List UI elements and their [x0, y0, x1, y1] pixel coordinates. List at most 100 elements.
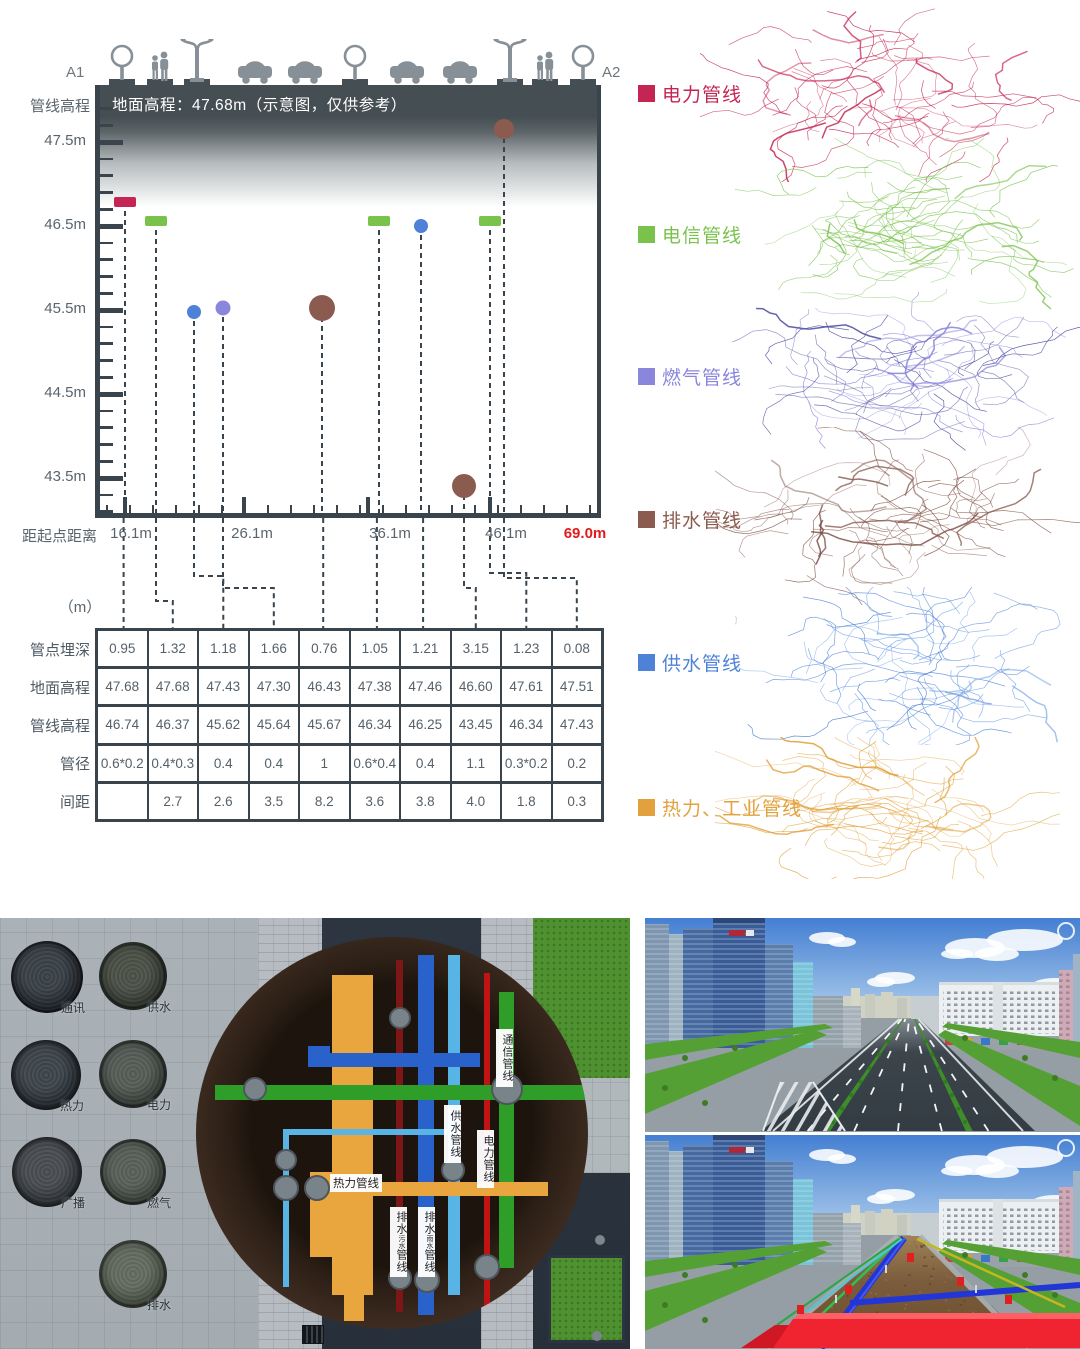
x-tick-label: 36.1m	[369, 525, 411, 542]
lamp-icon	[493, 36, 527, 85]
table-cell: 47.46	[401, 669, 450, 705]
cutaway-pipe	[308, 1053, 480, 1067]
pipe-label-sewage: 排水污水管线	[390, 1207, 407, 1277]
plot-right-border	[597, 85, 601, 518]
map-strand	[886, 690, 966, 731]
x-major-tick	[488, 497, 492, 515]
map-strand	[793, 798, 875, 811]
shop-sign	[999, 1038, 1008, 1045]
table-cell: 1	[300, 745, 349, 781]
table-cell: 1.21	[401, 631, 450, 667]
compass-icon	[1057, 922, 1075, 940]
pipe-node	[389, 1007, 411, 1029]
map-strand	[792, 91, 855, 168]
building-sign	[729, 930, 745, 936]
map-strand	[793, 778, 879, 842]
map-strand	[966, 413, 1031, 476]
shop-sign	[999, 1255, 1008, 1262]
cloud	[975, 1164, 1019, 1178]
map-strand	[807, 105, 844, 141]
map-strand	[697, 98, 779, 118]
map-strand	[807, 401, 923, 420]
map-strand	[842, 841, 941, 859]
map-strand	[772, 68, 824, 133]
map-strand	[839, 196, 889, 203]
map-strand	[963, 242, 1027, 304]
table-cell: 43.45	[451, 707, 500, 743]
map-strand	[971, 627, 1018, 662]
map-strand	[866, 677, 937, 734]
map-strand	[934, 728, 980, 804]
map-strand	[844, 616, 903, 667]
chart-point-drain	[309, 295, 335, 321]
map-strand	[1011, 685, 1059, 743]
table-cell: 1.32	[148, 631, 197, 667]
map-strand	[957, 820, 999, 867]
map-strand	[814, 334, 876, 372]
manhole-label: 电力	[147, 1098, 172, 1112]
map-strand	[815, 307, 914, 366]
table-cell: 3.15	[451, 631, 500, 667]
manhole-cover-6	[99, 1240, 167, 1308]
map-strand	[846, 80, 893, 141]
x-minor-tick	[359, 505, 361, 515]
table-cell: 46.34	[350, 707, 399, 743]
cutaway-pipe	[283, 1129, 455, 1135]
map-strand	[813, 626, 884, 670]
map-strand	[898, 524, 950, 564]
legend-label-power: 电力管线	[662, 84, 743, 106]
map-strand	[697, 458, 794, 521]
map-strand	[838, 476, 889, 487]
cloud	[867, 1194, 895, 1204]
map-strand	[812, 805, 923, 835]
map-strand	[778, 847, 837, 884]
table-cell: 3.6	[350, 783, 399, 819]
map-strand	[866, 112, 930, 147]
x-minor-tick	[290, 505, 292, 515]
map-strand	[848, 225, 948, 265]
map-strand	[828, 390, 963, 433]
map-strand	[952, 219, 989, 244]
car-icon	[288, 61, 322, 84]
map-strand	[974, 324, 1029, 406]
manhole-cover-3	[99, 1040, 167, 1108]
map-strand	[844, 381, 875, 411]
map-strand	[953, 476, 994, 508]
x-minor-tick	[267, 505, 269, 515]
map-strand	[670, 154, 817, 196]
map-strand	[828, 778, 860, 824]
map-strand	[993, 592, 1061, 659]
map-strand	[796, 66, 868, 123]
map-strand	[967, 42, 998, 128]
chart-point-water	[187, 305, 201, 319]
x-minor-tick	[566, 505, 568, 515]
legend-label-heat: 热力、工业管线	[662, 798, 803, 820]
map-strand	[807, 648, 842, 704]
legend-item-heat: 热力、工业管线	[638, 794, 898, 820]
manhole-cover-0	[11, 941, 83, 1013]
map-strand	[972, 203, 1067, 266]
map-strand	[775, 386, 968, 415]
legend-label-drain: 排水管线	[662, 510, 743, 532]
manhole-label: 供水	[147, 1000, 172, 1014]
map-strand	[888, 114, 918, 149]
map-strand	[960, 695, 1025, 708]
connector-line	[193, 518, 225, 630]
map-strand	[825, 186, 916, 221]
map-strand	[887, 809, 929, 825]
x-minor-tick	[129, 505, 131, 515]
tree-icon	[570, 44, 596, 85]
map-strand	[976, 326, 1058, 380]
building-sign	[729, 1147, 745, 1153]
map-strand	[955, 414, 1055, 438]
cutaway-pipe	[215, 1085, 585, 1100]
x-minor-tick	[474, 505, 476, 515]
map-strand	[794, 48, 834, 75]
map-strand	[829, 795, 909, 806]
cloud	[867, 977, 895, 987]
y-major-tick	[100, 307, 123, 313]
map-strand	[951, 680, 973, 723]
map-strand	[823, 375, 939, 407]
table-cell: 45.62	[199, 707, 248, 743]
map-strand	[844, 823, 924, 835]
